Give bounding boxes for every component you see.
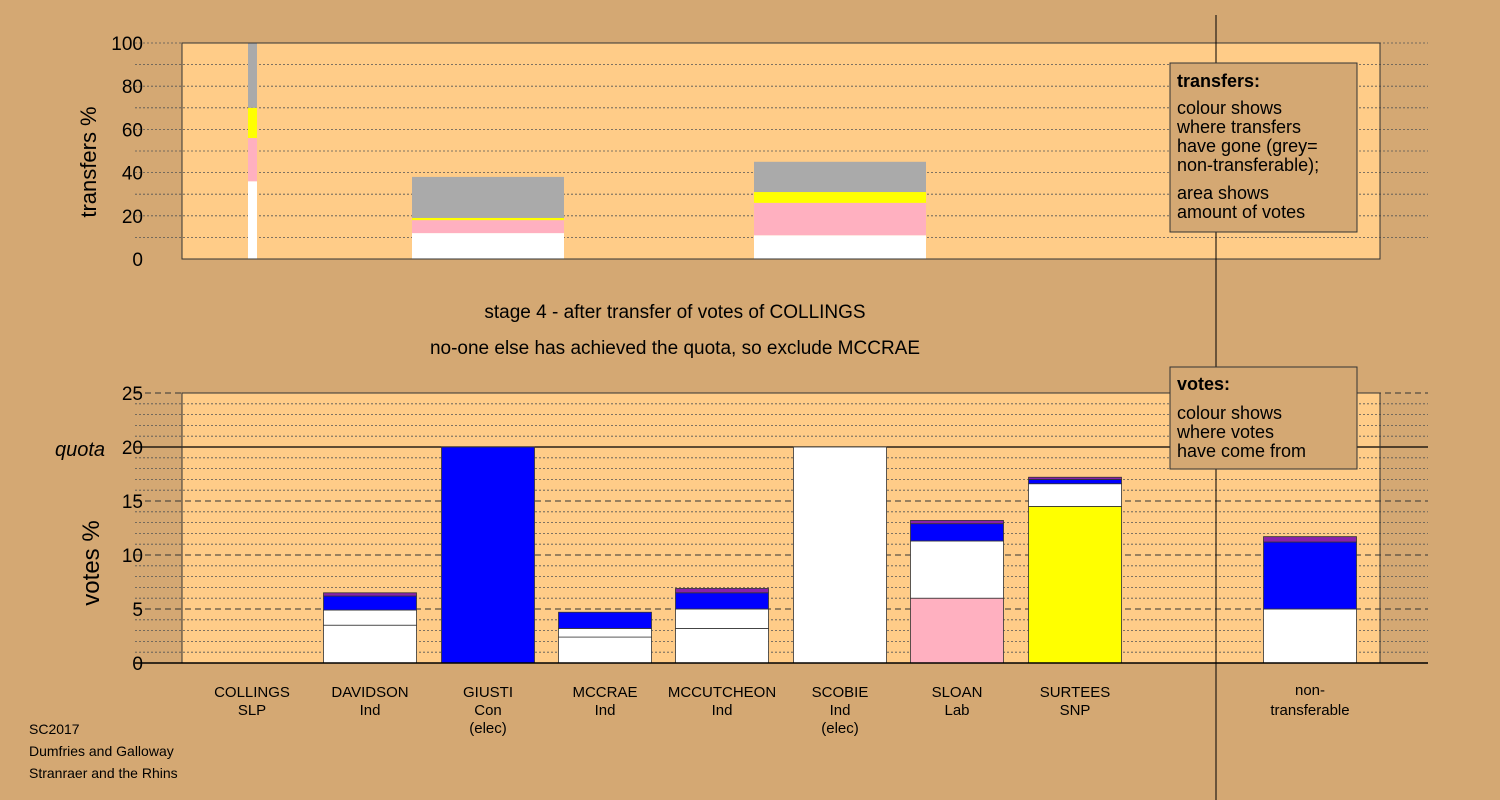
votes-legend-box bbox=[1169, 366, 1358, 470]
vote-bar-segment bbox=[323, 609, 417, 626]
vote-bar-segment bbox=[675, 608, 769, 629]
transfer-bar-segment bbox=[248, 181, 257, 259]
transfers-y-tick-label: 100 bbox=[111, 34, 143, 55]
votes-y-tick-label: 0 bbox=[132, 654, 143, 675]
quota-label: quota bbox=[55, 439, 105, 461]
candidate-name-label: DAVIDSON bbox=[331, 684, 408, 701]
transfers-y-tick-label: 20 bbox=[122, 207, 143, 228]
vote-bar-segment bbox=[558, 636, 652, 664]
candidate-name-label: SCOBIE bbox=[812, 684, 869, 701]
transfers-plot-frame bbox=[181, 42, 1381, 260]
transfer-bar-segment bbox=[412, 233, 564, 259]
vote-bar-segment bbox=[323, 624, 417, 664]
vote-bar-segment bbox=[675, 592, 769, 610]
footer-election: SC2017 bbox=[29, 721, 80, 737]
transfer-bar-segment bbox=[412, 217, 564, 221]
transfers-y-tick-label: 0 bbox=[132, 250, 143, 271]
vote-bar-segment bbox=[1263, 541, 1357, 610]
transfer-bar-segment bbox=[248, 107, 257, 139]
candidate-party-label: Lab bbox=[944, 702, 969, 719]
transfer-bar-segment bbox=[248, 43, 257, 108]
transfers-y-axis-label: transfers % bbox=[76, 106, 101, 217]
stage-text: stage 4 - after transfer of votes of COL… bbox=[484, 302, 865, 323]
transfers-y-tick-label: 60 bbox=[122, 120, 143, 141]
candidate-name-label: MCCRAE bbox=[572, 684, 637, 701]
candidate-name-label: GIUSTI bbox=[463, 684, 513, 701]
footer-council: Dumfries and Galloway bbox=[29, 743, 174, 759]
transfers-legend-line: area shows bbox=[1177, 183, 1269, 203]
transfers-legend-box bbox=[1169, 62, 1358, 233]
candidate-elected-label: (elec) bbox=[821, 720, 859, 737]
transfer-bar-segment bbox=[248, 138, 257, 182]
vote-bar-segment bbox=[910, 540, 1004, 599]
vote-bar-segment bbox=[910, 523, 1004, 542]
vote-bar-segment bbox=[675, 588, 769, 594]
vote-bar-segment bbox=[1028, 478, 1122, 485]
transfer-bar-segment bbox=[754, 235, 926, 259]
footer-ward: Stranraer and the Rhins bbox=[29, 765, 178, 781]
non-transferable-label: transferable bbox=[1270, 702, 1349, 719]
votes-legend-line: colour shows bbox=[1177, 403, 1282, 423]
votes-y-axis-label: votes % bbox=[78, 520, 105, 605]
votes-legend-title: votes: bbox=[1177, 374, 1230, 394]
vote-bar-segment bbox=[323, 592, 417, 597]
candidate-party-label: Con bbox=[474, 702, 502, 719]
vote-bar-segment bbox=[558, 628, 652, 638]
candidate-name-label: SURTEES bbox=[1040, 684, 1111, 701]
transfer-bar-segment bbox=[754, 202, 926, 236]
transfers-legend-line: non-transferable); bbox=[1177, 155, 1319, 175]
votes-y-tick-label: 20 bbox=[122, 438, 143, 459]
vote-bar-segment bbox=[1263, 536, 1357, 543]
transfer-bar-segment bbox=[754, 161, 926, 193]
vote-bar-segment bbox=[1028, 476, 1122, 480]
vote-bar-segment bbox=[323, 595, 417, 611]
vote-bar-segment bbox=[1028, 483, 1122, 507]
transfers-legend-line: amount of votes bbox=[1177, 202, 1305, 222]
candidate-party-label: Ind bbox=[830, 702, 851, 719]
transfers-legend: transfers: colour shows where transfers … bbox=[1169, 62, 1358, 233]
votes-y-tick-label: 25 bbox=[122, 384, 143, 405]
transfer-bar-segment bbox=[754, 192, 926, 203]
transfers-legend-line: where transfers bbox=[1176, 117, 1301, 137]
votes-legend: votes: colour shows where votes have com… bbox=[1169, 366, 1358, 470]
vote-bar-segment bbox=[558, 611, 652, 629]
vote-bar-segment bbox=[910, 520, 1004, 525]
candidate-name-label: SLOAN bbox=[932, 684, 983, 701]
transfers-y-tick-label: 40 bbox=[122, 164, 143, 185]
candidate-party-label: Ind bbox=[595, 702, 616, 719]
vote-bar-segment bbox=[793, 446, 887, 664]
transfer-bar-segment bbox=[412, 176, 564, 218]
non-transferable-label: non- bbox=[1295, 682, 1325, 699]
vote-bar-segment bbox=[441, 446, 535, 664]
votes-legend-line: where votes bbox=[1176, 422, 1274, 442]
transfers-legend-line: have gone (grey= bbox=[1177, 136, 1318, 156]
vote-bar-segment bbox=[675, 628, 769, 664]
candidate-name-label: COLLINGS bbox=[214, 684, 290, 701]
transfer-bar-segment bbox=[412, 220, 564, 234]
candidate-party-label: SNP bbox=[1060, 702, 1091, 719]
transfers-y-tick-label: 80 bbox=[122, 77, 143, 98]
candidate-party-label: Ind bbox=[712, 702, 733, 719]
votes-y-tick-label: 10 bbox=[122, 546, 143, 567]
votes-y-tick-label: 5 bbox=[132, 600, 143, 621]
candidate-party-label: Ind bbox=[360, 702, 381, 719]
candidate-elected-label: (elec) bbox=[469, 720, 507, 737]
transfers-legend-line: colour shows bbox=[1177, 98, 1282, 118]
votes-legend-line: have come from bbox=[1177, 441, 1306, 461]
transfers-legend-title: transfers: bbox=[1177, 71, 1260, 91]
votes-y-tick-label: 15 bbox=[122, 492, 143, 513]
vote-bar-segment bbox=[910, 597, 1004, 664]
vote-bar-segment bbox=[1263, 608, 1357, 664]
candidate-name-label: MCCUTCHEON bbox=[668, 684, 776, 701]
vote-bar-segment bbox=[1028, 505, 1122, 664]
candidate-party-label: SLP bbox=[238, 702, 266, 719]
status-text: no-one else has achieved the quota, so e… bbox=[430, 338, 920, 359]
